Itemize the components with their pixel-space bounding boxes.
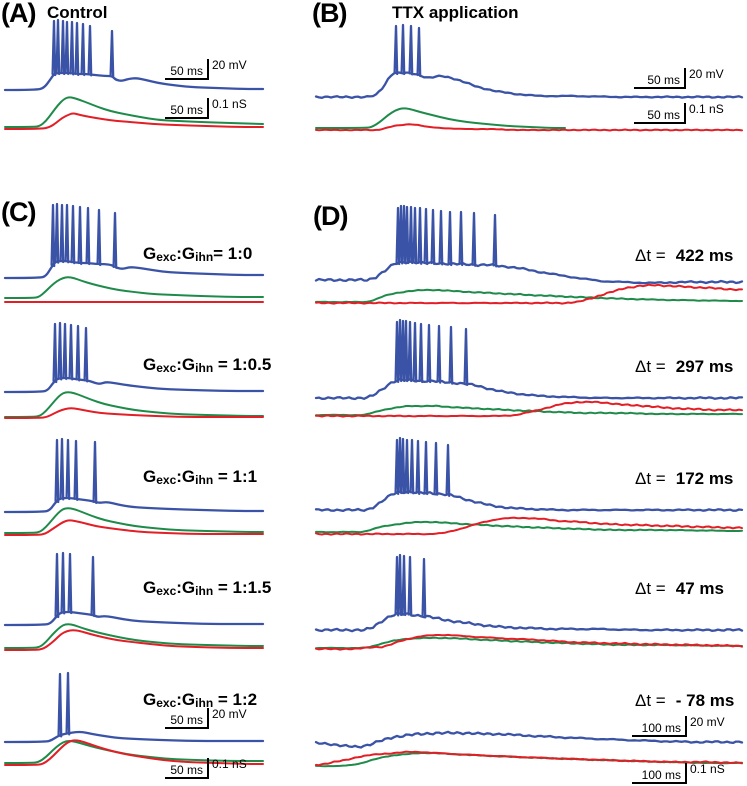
a-membrane-potential-trace <box>3 18 265 92</box>
delta-t-label-172: Δt = 172 ms <box>635 469 734 488</box>
scale-bar-c-voltage: 50 ms 20 mV <box>165 708 247 729</box>
d2-membrane-potential-trace <box>314 318 744 401</box>
panel-d-tag: (D) <box>313 201 348 231</box>
ratio-label-1-2: Gexc:Gihn = 1:2 <box>143 690 258 710</box>
c4-inhibitory-conductance-trace <box>4 629 264 651</box>
d1-inhibitory-conductance-trace <box>315 283 743 305</box>
b-excitatory-conductance-trace <box>315 107 566 129</box>
scale-bar-a-conductance: 50 ms 0.1 nS <box>165 98 247 119</box>
ratio-label-1-05: Gexc:Gihn = 1:0.5 <box>143 355 272 375</box>
panel-a-tag: (A) <box>1 0 36 28</box>
delta-t-label-minus78: Δt = - 78 ms <box>635 691 735 710</box>
d1-membrane-potential-trace <box>314 204 744 285</box>
b-inhibitory-conductance-trace <box>315 123 743 132</box>
scale-bar-a-voltage: 50 ms 20 mV <box>165 59 247 80</box>
delta-t-label-47: Δt = 47 ms <box>635 579 724 598</box>
d2-inhibitory-conductance-trace <box>315 400 743 418</box>
ratio-label-1-0: Gexc:Gihn= 1:0 <box>143 244 253 264</box>
c1-membrane-potential-trace <box>3 202 265 280</box>
c3-inhibitory-conductance-trace <box>4 519 264 536</box>
c5-inhibitory-conductance-trace <box>4 739 264 766</box>
scale-bar-c-conductance: 50 ms 0.1 nS <box>165 758 247 779</box>
scale-bar-d-conductance: 100 ms 0.1 nS <box>632 763 725 784</box>
scale-bar-b-voltage: 50 ms 20 mV <box>634 68 724 89</box>
c5-excitatory-conductance-trace <box>4 740 264 764</box>
c3-membrane-potential-trace <box>3 437 265 514</box>
c1-excitatory-conductance-trace <box>4 276 264 299</box>
d3-inhibitory-conductance-trace <box>315 516 743 536</box>
c2-membrane-potential-trace <box>3 321 265 394</box>
c4-membrane-potential-trace <box>3 551 265 627</box>
d4-membrane-potential-trace <box>314 553 744 633</box>
a-inhibitory-conductance-trace <box>4 112 264 130</box>
delta-t-label-297: Δt = 297 ms <box>635 357 734 376</box>
panel-c-tag: (C) <box>1 197 36 227</box>
d1-excitatory-conductance-trace <box>315 288 743 304</box>
panel-b-tag: (B) <box>312 0 347 28</box>
d5-membrane-potential-trace <box>314 730 744 749</box>
c2-excitatory-conductance-trace <box>4 391 264 418</box>
d5-inhibitory-conductance-trace <box>315 750 743 767</box>
scale-bar-d-voltage: 100 ms 20 mV <box>632 716 725 737</box>
d3-excitatory-conductance-trace <box>315 520 743 534</box>
c2-inhibitory-conductance-trace <box>4 407 264 419</box>
a-excitatory-conductance-trace <box>4 96 264 128</box>
c3-excitatory-conductance-trace <box>4 507 264 534</box>
b-membrane-potential-trace <box>314 23 744 100</box>
scale-bar-b-conductance: 50 ms 0.1 nS <box>634 103 724 124</box>
d4-inhibitory-conductance-trace <box>315 633 743 651</box>
d2-excitatory-conductance-trace <box>315 404 743 417</box>
panel-b-title: TTX application <box>392 3 519 22</box>
c5-membrane-potential-trace <box>3 671 265 744</box>
ratio-label-1-1: Gexc:Gihn = 1:1 <box>143 467 258 487</box>
panel-a-title: Control <box>47 3 108 22</box>
c4-excitatory-conductance-trace <box>4 623 264 649</box>
delta-t-label-422: Δt = 422 ms <box>635 246 734 265</box>
ratio-label-1-15: Gexc:Gihn = 1:1.5 <box>143 578 272 598</box>
d3-membrane-potential-trace <box>314 436 744 513</box>
